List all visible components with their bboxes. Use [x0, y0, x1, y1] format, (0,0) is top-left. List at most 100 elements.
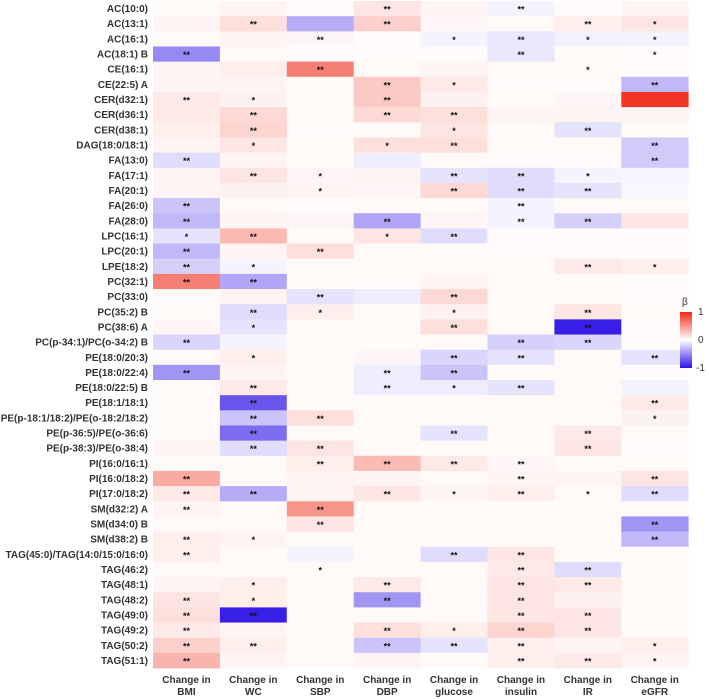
heatmap-cell	[219, 1, 288, 17]
heatmap-cell	[621, 258, 689, 275]
significance-marker: **	[250, 384, 258, 394]
row-label: AC(10:0)	[107, 4, 148, 15]
heatmap-cell	[554, 380, 622, 396]
heatmap-cell	[286, 31, 355, 47]
heatmap-cell	[420, 637, 488, 654]
significance-marker: **	[517, 566, 525, 576]
heatmap-cell	[353, 334, 421, 351]
significance-marker: **	[517, 641, 525, 651]
heatmap-cell	[420, 1, 488, 17]
significance-marker: **	[384, 626, 392, 636]
significance-marker: **	[517, 217, 525, 227]
heatmap-cell	[286, 61, 355, 78]
heatmap-cell	[286, 440, 355, 457]
significance-marker: **	[651, 490, 659, 500]
heatmap-cell	[286, 577, 355, 593]
heatmap-cell	[487, 107, 555, 123]
row-label: PI(16:0/16:1)	[89, 459, 148, 470]
significance-marker: **	[317, 520, 325, 530]
heatmap-cell	[353, 76, 421, 93]
heatmap-cell	[219, 107, 288, 123]
row-label: TAG(45:0)/TAG(14:0/15:0/16:0)	[6, 550, 148, 561]
heatmap-cell	[286, 486, 355, 502]
heatmap-cell	[621, 561, 689, 578]
heatmap-cell	[487, 637, 555, 654]
significance-marker: **	[651, 475, 659, 485]
heatmap-cell	[286, 652, 355, 669]
heatmap-cell	[621, 440, 689, 457]
heatmap-cell	[286, 167, 355, 184]
heatmap-cell	[153, 637, 221, 654]
heatmap-cell	[554, 364, 622, 381]
significance-marker: *	[252, 535, 256, 545]
heatmap-cell	[420, 622, 488, 639]
heatmap-cell	[420, 577, 488, 593]
heatmap-cell	[554, 228, 622, 244]
row-label: PC(35:2) B	[97, 307, 148, 318]
heatmap-cell	[286, 137, 355, 153]
heatmap-cell	[153, 607, 221, 623]
heatmap-cell	[621, 652, 689, 669]
row-label: PE(p-18:1/18:2)/PE(o-18:2/18:2)	[1, 413, 148, 424]
heatmap-cell	[219, 46, 288, 63]
significance-marker: **	[517, 171, 525, 181]
heatmap-cell	[219, 592, 288, 608]
heatmap-cell	[353, 289, 421, 305]
significance-marker: **	[183, 535, 191, 545]
heatmap-cell	[353, 516, 421, 532]
heatmap-cell	[286, 243, 355, 260]
heatmap-cell	[621, 592, 689, 608]
significance-marker: **	[317, 293, 325, 303]
heatmap-cell	[153, 1, 221, 17]
significance-marker: **	[584, 217, 592, 227]
heatmap-cell	[621, 137, 689, 153]
heatmap-cell	[219, 76, 288, 93]
heatmap-cell	[420, 470, 488, 487]
heatmap-cell	[621, 470, 689, 487]
significance-marker: *	[452, 308, 456, 318]
heatmap-cell	[554, 440, 622, 457]
heatmap-cell	[353, 531, 421, 548]
heatmap-cell	[219, 304, 288, 320]
significance-marker: **	[451, 232, 459, 242]
significance-marker: **	[250, 490, 258, 500]
heatmap-cell	[554, 16, 622, 32]
heatmap-cell	[621, 395, 689, 411]
heatmap-cell	[487, 380, 555, 396]
significance-marker: **	[384, 490, 392, 500]
heatmap-cell	[487, 46, 555, 63]
significance-marker: **	[384, 111, 392, 121]
heatmap-cell	[353, 561, 421, 578]
significance-marker: **	[183, 96, 191, 106]
heatmap-cell	[420, 395, 488, 411]
significance-marker: **	[584, 656, 592, 666]
heatmap-cell	[153, 577, 221, 593]
heatmap-cell	[353, 152, 421, 169]
heatmap-cell	[621, 380, 689, 396]
significance-marker: *	[653, 656, 657, 666]
heatmap-cell	[554, 531, 622, 548]
heatmap-cell	[420, 349, 488, 366]
heatmap-cell	[353, 91, 421, 108]
heatmap-cell	[153, 289, 221, 305]
heatmap-cell	[219, 228, 288, 244]
heatmap-cell	[286, 213, 355, 229]
heatmap-cell	[554, 213, 622, 229]
heatmap-cell	[286, 425, 355, 442]
heatmap-cell	[286, 91, 355, 108]
heatmap-cell	[286, 319, 355, 335]
heatmap-cell	[219, 455, 288, 472]
row-label: PI(16:0/18:2)	[89, 474, 148, 485]
heatmap-cell	[353, 122, 421, 138]
significance-marker: **	[317, 444, 325, 454]
heatmap-cell	[554, 258, 622, 275]
column-label: WC	[245, 687, 262, 698]
heatmap-cell	[153, 152, 221, 169]
heatmap-cell	[353, 198, 421, 214]
heatmap-cell	[219, 152, 288, 169]
heatmap-cell	[153, 561, 221, 578]
row-label: SM(d34:0) B	[90, 520, 148, 531]
heatmap-cell	[353, 243, 421, 260]
heatmap-cell	[420, 501, 488, 517]
significance-marker: **	[183, 490, 191, 500]
